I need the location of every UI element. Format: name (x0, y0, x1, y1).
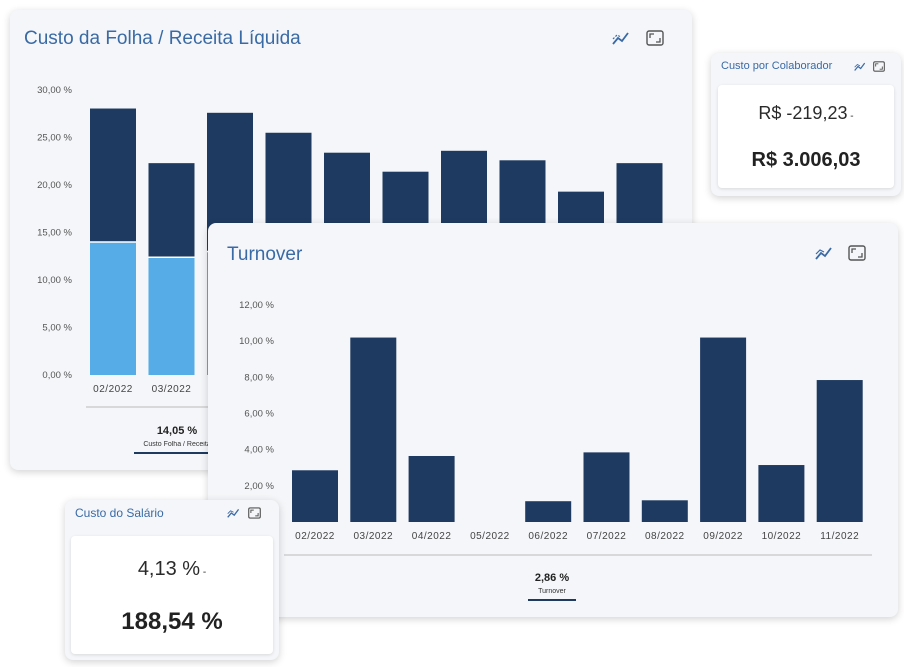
x-tick-label: 10/2022 (762, 531, 802, 542)
y-tick-label: 15,00 % (37, 228, 72, 239)
x-tick-label: 05/2022 (470, 531, 510, 542)
expand-icon[interactable] (873, 59, 885, 77)
card-title: Custo da Folha / Receita Líquida (24, 28, 301, 49)
bar[interactable] (350, 337, 397, 522)
y-tick-label: 20,00 % (37, 180, 72, 191)
card-turnover: Turnover 12,00 % 10,00 % 8,00 % 6,00 % 4,00 … (208, 223, 898, 617)
x-tick-label: 02/2022 (295, 531, 335, 542)
legend-label: Custo Folha / Receita (143, 441, 211, 448)
y-tick-label: 10,00 % (239, 336, 274, 347)
bar[interactable] (148, 257, 195, 375)
y-tick-label: 12,00 % (239, 300, 274, 311)
card-title: Custo por Colaborador (721, 60, 833, 72)
card-custo-salario: Custo do Salário 4,13 % - 188,54 % (65, 500, 279, 660)
bar[interactable] (758, 465, 805, 522)
legend-label: Turnover (538, 588, 566, 595)
card-title: Turnover (227, 244, 303, 265)
bar[interactable] (583, 452, 630, 522)
x-tick-label: 04/2022 (412, 531, 452, 542)
bar[interactable] (90, 242, 136, 375)
bar[interactable] (148, 163, 195, 258)
y-tick-label: 10,00 % (37, 275, 72, 286)
kpi-panel: 4,13 % - 188,54 % (71, 536, 273, 654)
legend-turnover[interactable]: 2,86 % Turnover (528, 572, 576, 601)
legend-folha[interactable]: 14,05 % Custo Folha / Receita (134, 425, 220, 454)
x-tick-label: 08/2022 (645, 531, 685, 542)
y-tick-label: 8,00 % (244, 372, 274, 383)
y-tick-label: 25,00 % (37, 133, 72, 144)
bar[interactable] (408, 455, 455, 522)
y-tick-label: 4,00 % (244, 445, 274, 456)
expand-icon[interactable] (248, 506, 261, 524)
kpi-panel: R$ -219,23 - R$ 3.006,03 (718, 85, 894, 188)
expand-icon[interactable] (646, 30, 664, 51)
delta-dash: - (847, 111, 854, 122)
y-tick-label: 5,00 % (42, 323, 72, 334)
x-tick-label: 03/2022 (152, 384, 192, 395)
expand-icon[interactable] (848, 245, 866, 266)
kpi-delta: 4,13 % (137, 558, 201, 580)
trend-icon[interactable] (227, 506, 240, 524)
x-tick-label: 07/2022 (587, 531, 627, 542)
bar[interactable] (641, 500, 688, 522)
chart-turnover: 12,00 % 10,00 % 8,00 % 6,00 % 4,00 % 2,00 % 02… (239, 300, 872, 556)
trend-icon[interactable] (612, 30, 630, 51)
bar[interactable] (816, 380, 863, 522)
x-tick-label: 02/2022 (93, 384, 133, 395)
x-tick-label: 11/2022 (820, 531, 859, 542)
y-tick-label: 0,00 % (42, 370, 72, 381)
kpi-delta: R$ -219,23 (758, 103, 848, 123)
y-tick-label: 6,00 % (244, 409, 274, 420)
card-custo-colaborador: Custo por Colaborador R$ -219,23 - R$ 3.… (711, 53, 901, 196)
legend-underline (134, 452, 220, 454)
bar[interactable] (700, 337, 747, 522)
x-tick-label: 09/2022 (703, 531, 743, 542)
kpi-value: R$ 3.006,03 (751, 149, 861, 171)
bar[interactable] (292, 470, 338, 522)
trend-icon[interactable] (815, 245, 833, 266)
y-tick-label: 30,00 % (37, 85, 72, 96)
x-tick-label: 03/2022 (353, 531, 393, 542)
delta-dash: - (200, 567, 207, 578)
card-title: Custo do Salário (75, 506, 164, 520)
legend-value: 14,05 % (156, 425, 198, 437)
bar[interactable] (90, 108, 136, 243)
bar[interactable] (525, 501, 572, 522)
legend-value: 2,86 % (534, 572, 570, 584)
kpi-value: 188,54 % (121, 608, 223, 635)
trend-icon[interactable] (854, 59, 866, 77)
y-tick-label: 2,00 % (244, 481, 274, 492)
x-tick-label: 06/2022 (528, 531, 568, 542)
legend-underline (528, 599, 576, 601)
